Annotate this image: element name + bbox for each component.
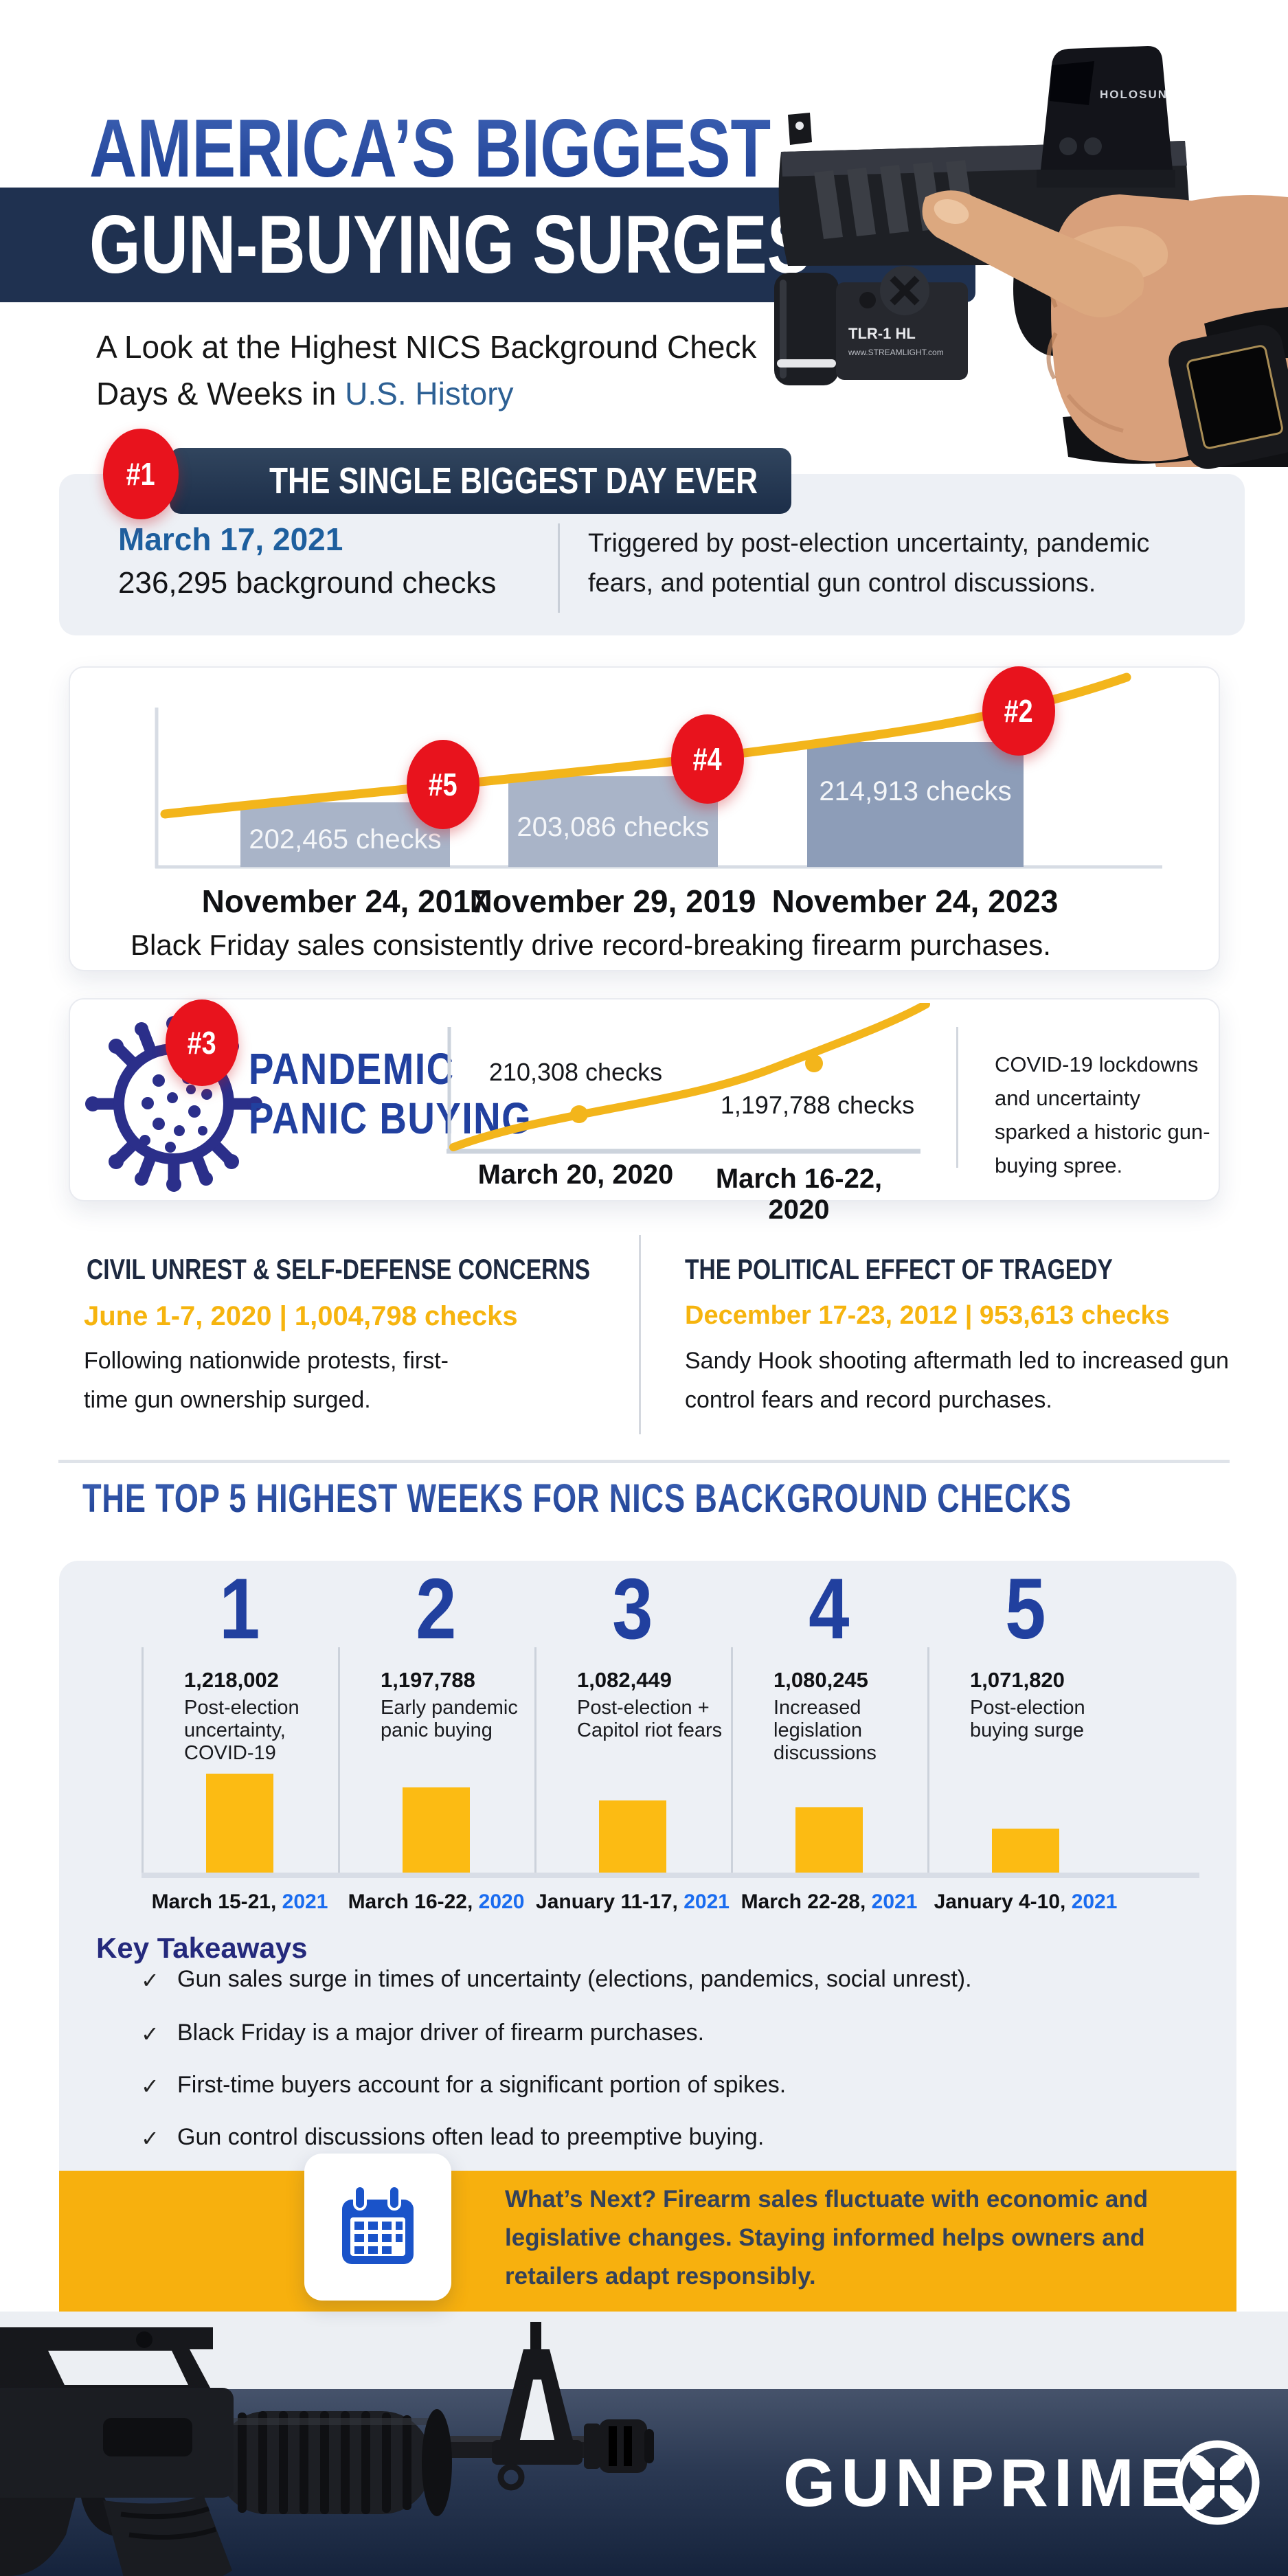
bf-bar-label-2017: 202,465 checks bbox=[249, 824, 442, 855]
top5-rank-3: 3 bbox=[612, 1561, 653, 1657]
top5-desc-2: Early pandemic panic buying bbox=[381, 1697, 518, 1741]
bf-date-2023: November 24, 2023 bbox=[771, 883, 1059, 919]
takeaway-check-2: ✓ bbox=[141, 2022, 159, 2046]
top5-desc-4: Increased legislation discussions bbox=[773, 1697, 877, 1764]
page-title-line1: AMERICA’S BIGGEST bbox=[89, 102, 771, 194]
top5-bar-4 bbox=[795, 1807, 863, 1873]
pandemic-divider bbox=[956, 1027, 958, 1168]
single-day-desc-line1: Triggered by post-election uncertainty, … bbox=[588, 529, 1150, 558]
svg-text:www.STREAMLIGHT.com: www.STREAMLIGHT.com bbox=[848, 348, 944, 357]
pandemic-point1-date: March 20, 2020 bbox=[477, 1160, 674, 1190]
bf-caption: Black Friday sales consistently drive re… bbox=[131, 929, 1051, 961]
subtitle-accent: U.S. History bbox=[345, 376, 514, 411]
pandemic-point2-date: March 16-22, 2020 bbox=[715, 1164, 883, 1225]
svg-text:TLR-1 HL: TLR-1 HL bbox=[848, 325, 916, 342]
single-day-desc-line2: fears, and potential gun control discuss… bbox=[588, 569, 1096, 598]
top5-rank-4: 4 bbox=[809, 1561, 850, 1657]
top5-desc-5: Post-election buying surge bbox=[970, 1697, 1085, 1741]
brand-logo-icon bbox=[1175, 2440, 1260, 2525]
black-friday-chart bbox=[155, 708, 1162, 869]
subtitle-line2: Days & Weeks in U.S. History bbox=[96, 376, 514, 411]
single-day-date: March 17, 2021 bbox=[118, 521, 343, 557]
section-rule bbox=[58, 1460, 1230, 1463]
single-day-header-title: THE SINGLE BIGGEST DAY EVER bbox=[269, 460, 758, 501]
takeaway-item-3: First-time buyers account for a signific… bbox=[177, 2072, 787, 2098]
top5-desc-1: Post-election uncertainty, COVID-19 bbox=[184, 1697, 300, 1764]
top5-col-divider-4 bbox=[731, 1647, 733, 1874]
civil-unrest-title: CIVIL UNREST & SELF-DEFENSE CONCERNS bbox=[87, 1253, 591, 1285]
brand-name: GUNPRIME bbox=[783, 2445, 1190, 2520]
pistol-photo: HOLOSUN TLR-1 HL www.STREAMLIGHT.com bbox=[774, 46, 1288, 469]
rank-badge-1: #1 bbox=[103, 429, 179, 519]
top5-col-divider-2 bbox=[338, 1647, 340, 1874]
bf-date-2019: November 29, 2019 bbox=[469, 883, 756, 919]
rank-badge-3: #3 bbox=[166, 999, 238, 1086]
civil-unrest-desc2: time gun ownership surged. bbox=[84, 1387, 371, 1413]
single-day-divider bbox=[558, 523, 560, 613]
top5-value-2: 1,197,788 bbox=[381, 1668, 475, 1692]
top5-value-4: 1,080,245 bbox=[773, 1668, 868, 1692]
banner-text-line3: retailers adapt responsibly. bbox=[505, 2263, 816, 2290]
rank-badge-5: #5 bbox=[407, 740, 479, 829]
takeaway-check-4: ✓ bbox=[141, 2126, 159, 2151]
tragedy-title: THE POLITICAL EFFECT OF TRAGEDY bbox=[685, 1253, 1113, 1285]
rifle-photo bbox=[0, 2322, 654, 2576]
top5-col-divider-3 bbox=[534, 1647, 536, 1874]
takeaway-check-3: ✓ bbox=[141, 2074, 159, 2099]
rank-badge-4: #4 bbox=[671, 714, 744, 804]
bf-bar-label-2019: 203,086 checks bbox=[517, 812, 710, 842]
single-day-header-bar bbox=[170, 448, 791, 514]
single-day-stat: 236,295 background checks bbox=[118, 566, 497, 600]
top5-bar-5 bbox=[992, 1829, 1059, 1873]
events-divider bbox=[639, 1235, 641, 1434]
takeaway-check-1: ✓ bbox=[141, 1968, 159, 1993]
top5-value-5: 1,071,820 bbox=[970, 1668, 1065, 1692]
top5-bar-2 bbox=[403, 1787, 470, 1873]
tragedy-desc1: Sandy Hook shooting aftermath led to inc… bbox=[685, 1348, 1229, 1374]
top5-title: THE TOP 5 HIGHEST WEEKS FOR NICS BACKGRO… bbox=[82, 1476, 1072, 1521]
top5-baseline bbox=[142, 1873, 1199, 1878]
calendar-icon bbox=[342, 2184, 414, 2264]
top5-desc-3: Post-election + Capitol riot fears bbox=[577, 1697, 723, 1741]
svg-text:HOLOSUN: HOLOSUN bbox=[1100, 88, 1168, 101]
takeaways-title: Key Takeaways bbox=[96, 1932, 308, 1964]
banner-text-line1: What’s Next? Firearm sales fluctuate wit… bbox=[505, 2186, 1149, 2213]
rank-badge-2: #2 bbox=[982, 666, 1055, 756]
pandemic-title-line1: PANDEMIC bbox=[249, 1044, 455, 1094]
footer-gray-strip bbox=[0, 2312, 1288, 2389]
bf-bar-2023 bbox=[807, 742, 1024, 867]
top5-date-4: March 22-28, 2021 bbox=[741, 1890, 918, 1913]
whats-next-banner bbox=[59, 2171, 1236, 2312]
top5-bar-3 bbox=[599, 1800, 666, 1873]
top5-value-3: 1,082,449 bbox=[577, 1668, 672, 1692]
subtitle-line1: A Look at the Highest NICS Background Ch… bbox=[96, 329, 757, 365]
top5-date-5: January 4-10, 2021 bbox=[934, 1890, 1118, 1913]
tragedy-desc2: control fears and record purchases. bbox=[685, 1387, 1052, 1413]
takeaway-item-2: Black Friday is a major driver of firear… bbox=[177, 2020, 705, 2046]
top5-bar-1 bbox=[206, 1774, 273, 1873]
top5-rank-1: 1 bbox=[219, 1561, 260, 1657]
top5-col-divider-5 bbox=[927, 1647, 929, 1874]
civil-unrest-desc1: Following nationwide protests, first- bbox=[84, 1348, 449, 1374]
pandemic-chart bbox=[447, 1003, 930, 1154]
top5-date-2: March 16-22, 2020 bbox=[348, 1890, 525, 1913]
top5-rank-5: 5 bbox=[1005, 1561, 1046, 1657]
pandemic-point1-label: 210,308 checks bbox=[488, 1058, 663, 1086]
pandemic-point2-label: 1,197,788 checks bbox=[720, 1091, 915, 1119]
bf-bar-label-2023: 214,913 checks bbox=[819, 776, 1012, 806]
top5-rank-2: 2 bbox=[416, 1561, 457, 1657]
top5-date-3: January 11-17, 2021 bbox=[536, 1890, 730, 1913]
pandemic-note: COVID-19 lockdowns and uncertainty spark… bbox=[995, 1052, 1210, 1177]
top5-value-1: 1,218,002 bbox=[184, 1668, 279, 1692]
banner-text-line2: legislative changes. Staying informed he… bbox=[505, 2224, 1145, 2251]
civil-unrest-stat: June 1-7, 2020 | 1,004,798 checks bbox=[84, 1301, 518, 1331]
top5-date-1: March 15-21, 2021 bbox=[151, 1890, 328, 1913]
top5-col-divider-1 bbox=[142, 1647, 144, 1874]
bf-date-2017: November 24, 2017 bbox=[201, 883, 488, 919]
page-title-line2: GUN-BUYING SURGES bbox=[89, 199, 811, 291]
tragedy-stat: December 17-23, 2012 | 953,613 checks bbox=[685, 1301, 1170, 1330]
takeaway-item-1: Gun sales surge in times of uncertainty … bbox=[177, 1966, 972, 1992]
takeaway-item-4: Gun control discussions often lead to pr… bbox=[177, 2124, 765, 2150]
